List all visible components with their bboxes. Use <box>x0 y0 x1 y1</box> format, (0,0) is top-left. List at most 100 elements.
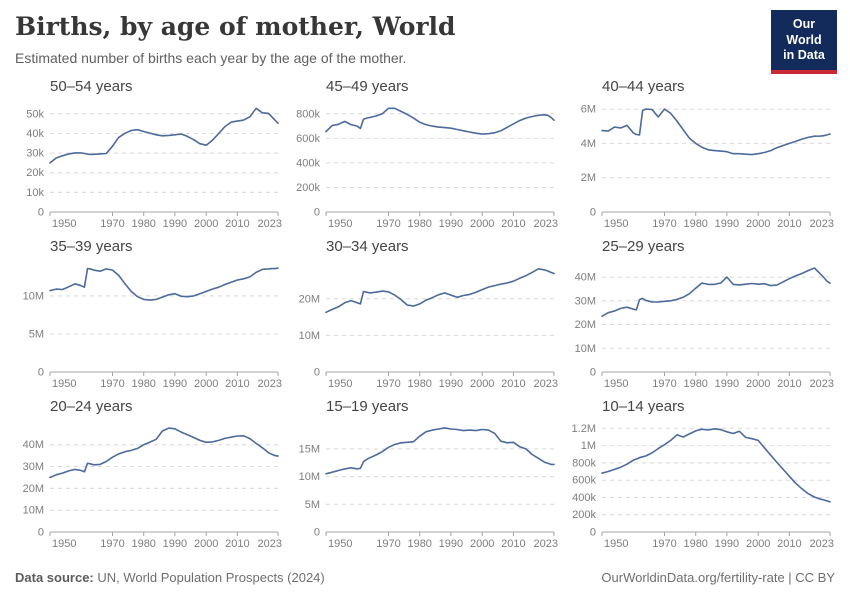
data-source-label: Data source: <box>15 570 94 585</box>
svg-text:1980: 1980 <box>131 218 155 230</box>
data-line <box>49 267 279 301</box>
chart-title: 40–44 years <box>602 78 685 95</box>
svg-text:6M: 6M <box>581 104 596 116</box>
chart-title: 30–34 years <box>326 238 409 255</box>
y-tick-labels: 0 10k 20k 30k 40k 50k <box>26 108 44 218</box>
data-line <box>601 428 831 503</box>
footer: Data source: UN, World Population Prospe… <box>15 570 835 585</box>
x-axis <box>601 531 831 536</box>
page-subtitle: Estimated number of births each year by … <box>15 49 407 66</box>
chart-plot: 0 10M 20M 1950 1970 1980 1990 2000 2010 2023 <box>299 268 558 390</box>
svg-text:10M: 10M <box>299 471 320 483</box>
chart-title: 15–19 years <box>326 398 409 415</box>
svg-text:1M: 1M <box>581 440 596 452</box>
svg-text:1990: 1990 <box>163 218 187 230</box>
svg-text:1980: 1980 <box>407 218 431 230</box>
chart-title: 45–49 years <box>326 78 409 95</box>
svg-text:1980: 1980 <box>407 378 431 390</box>
svg-text:2010: 2010 <box>225 538 249 550</box>
x-axis <box>601 371 831 376</box>
svg-text:800k: 800k <box>296 108 320 120</box>
svg-text:1990: 1990 <box>439 378 463 390</box>
svg-text:1950: 1950 <box>604 378 628 390</box>
x-axis <box>49 211 279 216</box>
svg-text:1950: 1950 <box>52 218 76 230</box>
x-tick-labels: 1950 1970 1980 1990 2000 2010 2023 <box>52 538 282 550</box>
svg-text:0: 0 <box>590 367 596 379</box>
svg-text:20M: 20M <box>23 483 44 495</box>
svg-text:2000: 2000 <box>470 218 494 230</box>
svg-text:1950: 1950 <box>52 538 76 550</box>
y-gridlines <box>602 276 830 349</box>
chart-cell-35-39-years: 35–39 years 0 5M 10M 1950 1970 1980 1990 2000 201… <box>12 236 286 392</box>
svg-text:0: 0 <box>314 207 320 219</box>
svg-text:1950: 1950 <box>604 538 628 550</box>
svg-text:2M: 2M <box>581 172 596 184</box>
svg-text:0: 0 <box>314 367 320 379</box>
chart-plot: 0 200k 400k 600k 800k 1950 1970 1980 1990 2000 201… <box>296 107 558 230</box>
y-tick-labels: 0 5M 10M 15M <box>299 443 320 538</box>
svg-text:1980: 1980 <box>131 378 155 390</box>
x-axis <box>325 211 555 216</box>
svg-text:2000: 2000 <box>470 538 494 550</box>
svg-text:4M: 4M <box>581 138 596 150</box>
svg-text:1970: 1970 <box>652 378 676 390</box>
data-line <box>49 427 279 479</box>
svg-text:10M: 10M <box>575 343 596 355</box>
y-tick-labels: 0 10M 20M 30M 40M <box>23 439 44 538</box>
y-gridlines <box>326 448 554 505</box>
svg-text:2023: 2023 <box>810 538 834 550</box>
svg-text:1990: 1990 <box>715 538 739 550</box>
y-gridlines <box>50 113 278 193</box>
svg-text:1980: 1980 <box>131 538 155 550</box>
y-tick-labels: 0 2M 4M 6M <box>581 104 596 219</box>
y-tick-labels: 0 10M 20M 30M 40M <box>575 272 596 379</box>
svg-text:2010: 2010 <box>501 538 525 550</box>
svg-text:1990: 1990 <box>163 378 187 390</box>
data-line <box>325 268 555 314</box>
svg-text:2000: 2000 <box>746 218 770 230</box>
x-axis <box>49 531 279 536</box>
svg-text:200k: 200k <box>296 182 320 194</box>
chart-title: 25–29 years <box>602 238 685 255</box>
chart-plot: 0 10k 20k 30k 40k 50k 1950 1970 1980 1990 2000 2010… <box>26 107 282 230</box>
chart-cell-25-29-years: 25–29 years 0 10M 20M 30M 40M 1950 1970 1980 1990… <box>564 236 838 392</box>
svg-text:2023: 2023 <box>258 218 282 230</box>
chart-title: 20–24 years <box>50 398 133 415</box>
data-source-text: UN, World Population Prospects (2024) <box>97 570 325 585</box>
chart-cell-10-14-years: 10–14 years 0 200k 400k 600k 800k 1M 1.2M 1950 19… <box>564 396 838 552</box>
svg-text:15M: 15M <box>299 443 320 455</box>
y-gridlines <box>50 295 278 335</box>
svg-text:1950: 1950 <box>328 218 352 230</box>
x-tick-labels: 1950 1970 1980 1990 2000 2010 2023 <box>328 538 558 550</box>
data-line <box>49 107 279 164</box>
svg-text:0: 0 <box>38 367 44 379</box>
svg-text:40k: 40k <box>26 128 44 140</box>
svg-text:1970: 1970 <box>376 538 400 550</box>
x-axis <box>325 371 555 376</box>
data-line <box>601 108 831 156</box>
svg-text:2000: 2000 <box>746 378 770 390</box>
svg-text:20k: 20k <box>26 167 44 179</box>
svg-text:1980: 1980 <box>683 378 707 390</box>
chart-plot: 0 10M 20M 30M 40M 1950 1970 1980 1990 2000 2010 202… <box>575 267 834 390</box>
svg-text:20M: 20M <box>575 319 596 331</box>
y-gridlines <box>326 113 554 188</box>
svg-text:1970: 1970 <box>100 218 124 230</box>
svg-text:600k: 600k <box>296 133 320 145</box>
x-tick-labels: 1950 1970 1980 1990 2000 2010 2023 <box>52 218 282 230</box>
chart-cell-20-24-years: 20–24 years 0 10M 20M 30M 40M 1950 1970 1980 1990… <box>12 396 286 552</box>
header: Births, by age of mother, World Estimate… <box>15 12 755 66</box>
chart-cell-50-54-years: 50–54 years 0 10k 20k 30k 40k 50k 1950 1970 1980 1… <box>12 76 286 232</box>
chart-plot: 0 200k 400k 600k 800k 1M 1.2M 1950 1970 1980 1990 2… <box>572 423 834 550</box>
chart-plot: 0 10M 20M 30M 40M 1950 1970 1980 1990 2000 2010 202… <box>23 427 282 550</box>
svg-text:1980: 1980 <box>683 538 707 550</box>
svg-text:2010: 2010 <box>777 378 801 390</box>
svg-text:20M: 20M <box>299 293 320 305</box>
chart-title: 10–14 years <box>602 398 685 415</box>
data-line <box>601 267 831 317</box>
svg-text:1950: 1950 <box>604 218 628 230</box>
svg-text:2010: 2010 <box>501 218 525 230</box>
svg-text:5M: 5M <box>305 499 320 511</box>
svg-text:1970: 1970 <box>100 378 124 390</box>
